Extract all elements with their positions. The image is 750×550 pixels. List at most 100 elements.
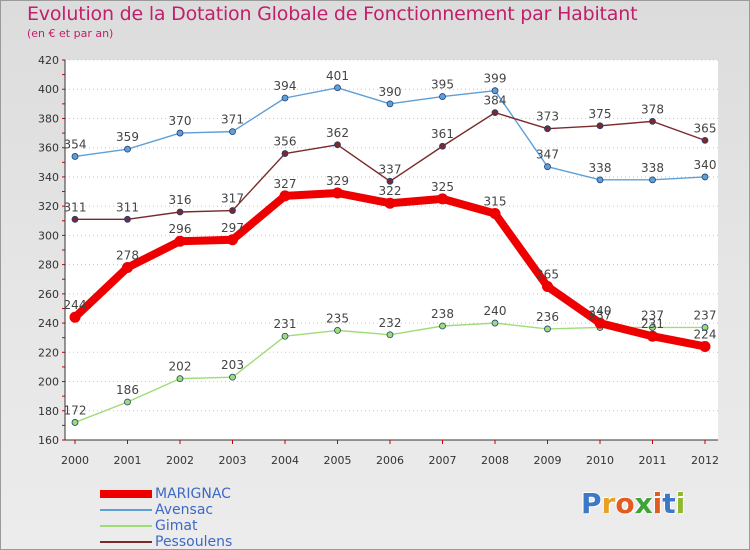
data-point (386, 331, 394, 339)
data-label: 384 (484, 94, 507, 108)
y-tick-label: 280 (38, 259, 59, 272)
data-label: 296 (169, 222, 192, 236)
data-point (334, 141, 341, 149)
x-tick-label: 2004 (271, 454, 299, 467)
y-tick-label: 220 (38, 346, 59, 359)
data-label: 231 (274, 317, 297, 331)
x-tick-label: 2009 (534, 454, 562, 467)
legend-item: Avensac (100, 502, 300, 518)
logo-letter: r (601, 487, 616, 520)
y-tick-label: 400 (38, 83, 59, 96)
y-tick-label: 300 (38, 229, 59, 242)
logo-letter: P (581, 487, 602, 520)
chart-subtitle: (en € et par an) (27, 27, 114, 40)
data-label: 375 (589, 107, 612, 121)
data-point (544, 163, 551, 171)
logo-letter: t (662, 487, 676, 520)
y-tick-label: 160 (38, 434, 59, 447)
y-tick-label: 360 (38, 142, 59, 155)
y-tick-label: 240 (38, 317, 59, 330)
data-point (542, 281, 553, 293)
data-label: 238 (431, 307, 454, 321)
data-point (176, 375, 184, 383)
data-label: 337 (379, 162, 402, 176)
data-label: 237 (589, 308, 612, 322)
data-label: 401 (326, 69, 349, 83)
data-label: 244 (64, 298, 87, 312)
data-label: 203 (221, 358, 244, 372)
data-label: 340 (694, 158, 717, 172)
y-tick-label: 200 (38, 376, 59, 389)
data-point (649, 324, 656, 331)
data-label: 365 (694, 121, 717, 135)
data-point (71, 153, 79, 160)
y-tick-label: 320 (38, 200, 59, 213)
data-point (281, 332, 289, 340)
data-label: 237 (694, 308, 717, 322)
y-tick-label: 380 (38, 112, 59, 125)
data-point (229, 373, 236, 381)
data-point (437, 193, 448, 205)
data-point (386, 100, 394, 108)
logo-letter: o (615, 487, 635, 520)
data-point (491, 109, 499, 117)
data-point (647, 330, 658, 342)
data-label: 237 (641, 308, 664, 322)
data-label: 378 (641, 102, 664, 116)
data-point (701, 136, 709, 144)
data-point (176, 129, 184, 137)
data-point (649, 117, 656, 125)
data-point (491, 87, 499, 95)
data-point (69, 311, 81, 323)
legend-item: Pessoulens (100, 534, 300, 550)
data-point (649, 176, 656, 184)
x-tick-label: 2006 (376, 454, 404, 467)
data-point (439, 142, 446, 150)
data-point (124, 145, 131, 153)
data-label: 240 (484, 304, 507, 318)
data-label: 202 (169, 360, 192, 374)
legend-label: MARIGNAC (155, 486, 231, 502)
legend-swatch (100, 490, 152, 498)
data-label: 359 (116, 130, 139, 144)
legend-item: Gimat (100, 518, 300, 534)
x-tick-label: 2001 (114, 454, 142, 467)
data-point (386, 177, 394, 185)
data-label: 373 (536, 110, 559, 124)
data-point (281, 94, 289, 102)
data-point (596, 176, 604, 184)
data-label: 371 (221, 113, 244, 127)
data-point (596, 122, 604, 130)
legend-label: Pessoulens (155, 534, 233, 550)
data-label: 235 (326, 311, 349, 325)
x-tick-label: 2012 (691, 454, 719, 467)
data-label: 172 (64, 403, 87, 417)
data-label: 311 (116, 200, 139, 214)
y-tick-label: 260 (38, 288, 59, 301)
data-label: 240 (589, 304, 612, 318)
legend-label: Gimat (155, 518, 198, 534)
data-point (334, 326, 341, 334)
data-point (384, 197, 396, 209)
data-point (229, 207, 236, 214)
chart-title: Evolution de la Dotation Globale de Fonc… (27, 3, 638, 25)
data-label: 338 (589, 161, 612, 175)
data-label: 390 (379, 85, 402, 99)
data-point (71, 419, 79, 426)
data-point (124, 398, 131, 406)
data-label: 347 (536, 148, 559, 162)
data-label: 356 (274, 135, 297, 149)
y-tick-label: 420 (38, 54, 59, 67)
data-label: 186 (116, 383, 139, 397)
data-point (489, 207, 501, 219)
data-label: 370 (169, 114, 192, 128)
legend-item: MARIGNAC (100, 486, 300, 502)
y-tick-label: 340 (38, 171, 59, 184)
data-label: 362 (326, 126, 349, 140)
x-tick-label: 2008 (481, 454, 509, 467)
data-label: 232 (379, 316, 402, 330)
logo-letter: i (675, 487, 686, 520)
data-point (491, 319, 499, 327)
data-point (176, 208, 184, 216)
